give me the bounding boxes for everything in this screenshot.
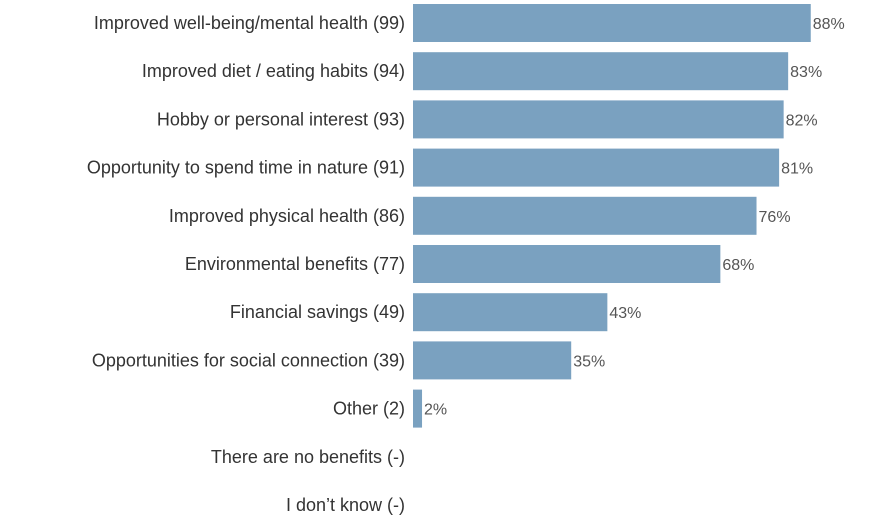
bar [413, 100, 784, 139]
value-label: 43% [609, 305, 641, 322]
value-label: 83% [790, 64, 822, 81]
bar [413, 293, 608, 332]
bar [413, 245, 721, 283]
value-label: 2% [424, 402, 447, 419]
category-label: Improved well-being/mental health (99) [94, 13, 405, 33]
category-labels: Improved well-being/mental health (99) Im… [87, 13, 405, 515]
category-label: Hobby or personal interest (93) [157, 109, 405, 129]
bar [413, 4, 811, 42]
value-label: 68% [722, 257, 754, 274]
category-label: Opportunities for social connection (39) [92, 350, 405, 370]
value-label: 88% [813, 16, 845, 33]
category-label: Other (2) [333, 399, 405, 419]
value-label: 35% [573, 353, 605, 370]
bar [413, 341, 572, 380]
bar [413, 148, 780, 187]
value-labels: 88% 83% 82% 81% 76% 68% 43% 35% 2% [424, 16, 845, 419]
bar [413, 52, 789, 91]
category-label: Improved physical health (86) [169, 206, 405, 226]
value-label: 76% [759, 209, 791, 226]
category-label: Environmental benefits (77) [185, 254, 405, 274]
category-label: There are no benefits (-) [211, 447, 405, 467]
bar [413, 196, 757, 235]
category-label: Opportunity to spend time in nature (91) [87, 158, 405, 178]
category-label: I don’t know (-) [286, 495, 405, 515]
bars-group [413, 4, 811, 428]
category-label: Financial savings (49) [230, 302, 405, 322]
bar [413, 389, 423, 428]
value-label: 82% [786, 112, 818, 129]
category-label: Improved diet / eating habits (94) [142, 61, 405, 81]
value-label: 81% [781, 161, 813, 178]
